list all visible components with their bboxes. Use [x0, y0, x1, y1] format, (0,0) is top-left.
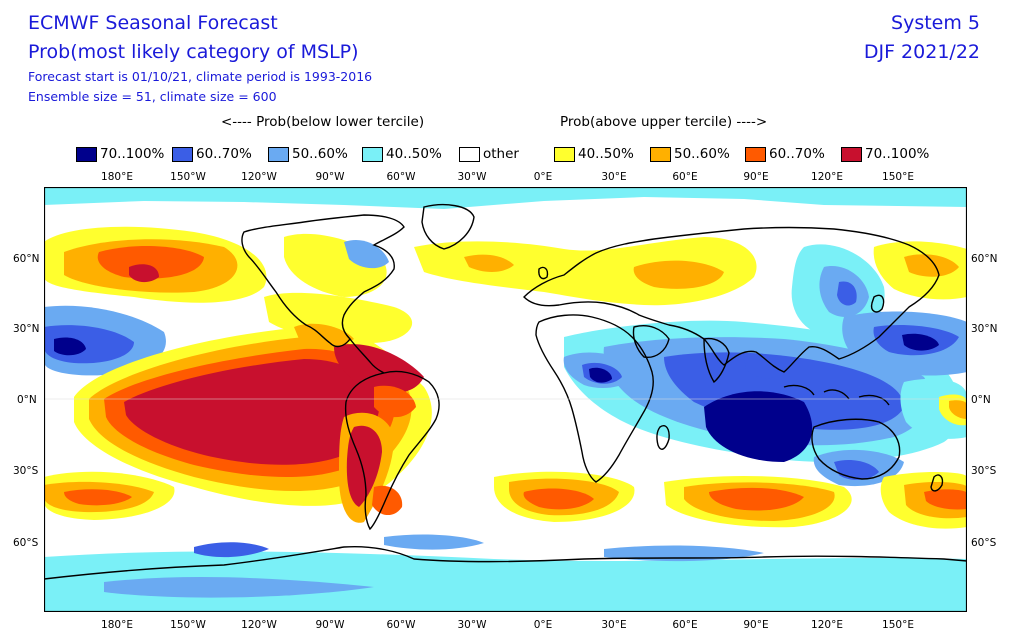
legend-swatch: [459, 146, 480, 162]
lon-label-bottom: 90°W: [315, 619, 345, 631]
lon-label-top: 60°E: [672, 171, 698, 183]
legend-item-above-50: 50..60%: [650, 145, 730, 163]
map-title: ECMWF Seasonal Forecast: [28, 12, 278, 34]
legend-item-above-40: 40..50%: [554, 145, 634, 163]
lon-label-top: 120°W: [241, 171, 277, 183]
below-tercile-label: <---- Prob(below lower tercile): [221, 114, 425, 130]
lon-label-bottom: 30°E: [601, 619, 627, 631]
legend-swatch: [172, 146, 193, 162]
lon-label-top: 120°E: [811, 171, 843, 183]
legend-swatch: [362, 146, 383, 162]
legend-item-other: other: [459, 145, 519, 163]
system-label: System 5: [891, 12, 980, 34]
legend-label: 70..100%: [865, 146, 930, 162]
lat-label-right: 0°N: [971, 394, 991, 406]
lat-label-left: 30°S: [13, 465, 39, 477]
lon-label-top: 30°W: [457, 171, 487, 183]
lat-label-right: 60°S: [971, 537, 997, 549]
season-label: DJF 2021/22: [863, 41, 980, 63]
lon-label-top: 180°E: [101, 171, 133, 183]
color-legend: 70..100% 60..70% 50..60% 40..50% other 4…: [0, 145, 1014, 165]
lon-label-bottom: 120°W: [241, 619, 277, 631]
legend-swatch: [841, 146, 862, 162]
above-tercile-label: Prob(above upper tercile) ---->: [560, 114, 768, 130]
lon-label-bottom: 150°E: [882, 619, 914, 631]
lat-label-left: 30°N: [13, 323, 40, 335]
legend-swatch: [76, 146, 97, 162]
lon-label-top: 150°W: [170, 171, 206, 183]
legend-item-below-40: 40..50%: [362, 145, 442, 163]
legend-label: 60..70%: [769, 146, 825, 162]
lon-label-bottom: 60°E: [672, 619, 698, 631]
lon-label-top: 0°E: [533, 171, 553, 183]
legend-swatch: [268, 146, 289, 162]
legend-label: 60..70%: [196, 146, 252, 162]
lat-label-left: 0°N: [17, 394, 37, 406]
lon-label-top: 150°E: [882, 171, 914, 183]
lat-label-left: 60°S: [13, 537, 39, 549]
lon-label-top: 90°E: [743, 171, 769, 183]
lon-label-bottom: 150°W: [170, 619, 206, 631]
legend-label: 50..60%: [292, 146, 348, 162]
legend-label: 40..50%: [386, 146, 442, 162]
lat-label-right: 60°N: [971, 253, 998, 265]
legend-swatch: [745, 146, 766, 162]
legend-label: 70..100%: [100, 146, 165, 162]
lon-label-top: 60°W: [386, 171, 416, 183]
lat-label-right: 30°N: [971, 323, 998, 335]
legend-swatch: [650, 146, 671, 162]
forecast-start-info: Forecast start is 01/10/21, climate peri…: [28, 69, 373, 84]
lon-label-bottom: 120°E: [811, 619, 843, 631]
coastlines: [44, 204, 967, 580]
legend-item-below-60: 60..70%: [172, 145, 252, 163]
legend-item-above-60: 60..70%: [745, 145, 825, 163]
lon-label-bottom: 0°E: [533, 619, 553, 631]
lon-label-top: 30°E: [601, 171, 627, 183]
lat-label-right: 30°S: [971, 465, 997, 477]
legend-label: 50..60%: [674, 146, 730, 162]
legend-item-above-70: 70..100%: [841, 145, 929, 163]
lon-label-top: 90°W: [315, 171, 345, 183]
lon-label-bottom: 30°W: [457, 619, 487, 631]
legend-item-below-70: 70..100%: [76, 145, 164, 163]
legend-swatch: [554, 146, 575, 162]
lat-label-left: 60°N: [13, 253, 40, 265]
ensemble-size-info: Ensemble size = 51, climate size = 600: [28, 89, 277, 104]
lon-label-bottom: 90°E: [743, 619, 769, 631]
map-subtitle-variable: Prob(most likely category of MSLP): [28, 41, 359, 63]
lon-label-bottom: 60°W: [386, 619, 416, 631]
legend-label: 40..50%: [578, 146, 634, 162]
probability-map: [44, 187, 967, 612]
legend-label: other: [483, 146, 519, 162]
lon-label-bottom: 180°E: [101, 619, 133, 631]
legend-item-below-50: 50..60%: [268, 145, 348, 163]
